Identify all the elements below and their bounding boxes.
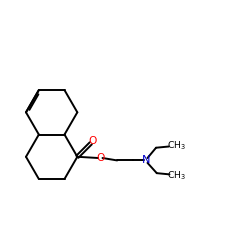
Text: CH$_3$: CH$_3$ bbox=[166, 139, 186, 152]
Text: N: N bbox=[142, 156, 150, 166]
Text: O: O bbox=[88, 136, 97, 146]
Text: CH$_3$: CH$_3$ bbox=[167, 169, 186, 181]
Text: O: O bbox=[96, 153, 105, 163]
